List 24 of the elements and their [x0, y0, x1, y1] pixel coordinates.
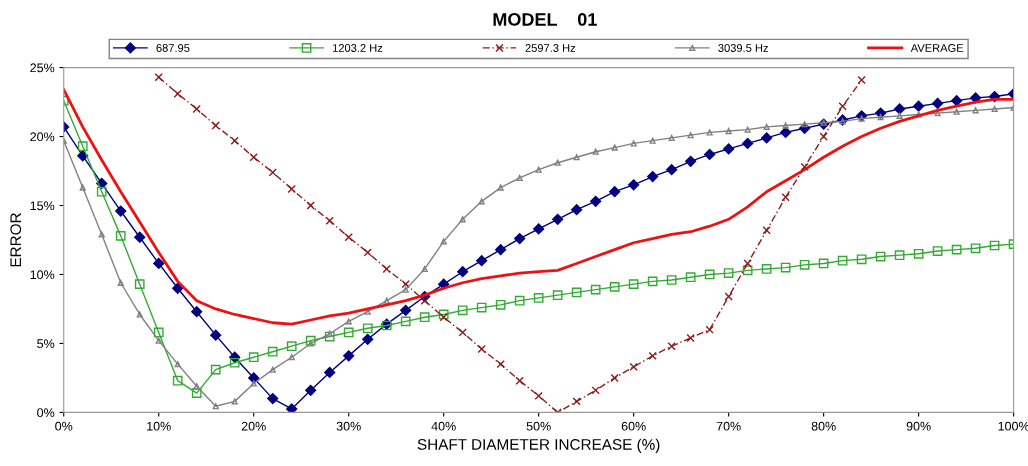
y-tick-label: 5% — [37, 339, 55, 349]
x-tick-label: 60% — [621, 421, 646, 431]
y-tick-label: 0% — [37, 408, 55, 418]
x-tick-label: 70% — [716, 421, 741, 431]
x-tick-label: 90% — [906, 421, 931, 431]
legend-label: AVERAGE — [910, 44, 964, 52]
x-tick-label: 50% — [526, 421, 551, 431]
x-tick-label: 30% — [336, 421, 361, 431]
x-tick-label: 10% — [147, 421, 171, 431]
chart-title: MODEL 01 — [493, 13, 597, 26]
x-axis-title: SHAFT DIAMETER INCREASE (%) — [417, 438, 660, 453]
y-axis-title: ERROR — [10, 213, 22, 267]
x-tick-label: 80% — [811, 421, 836, 431]
legend-label: 2597.3 Hz — [525, 44, 576, 52]
y-tick-label: 15% — [30, 201, 55, 211]
x-tick-label: 20% — [241, 421, 266, 431]
y-tick-label: 10% — [30, 270, 55, 280]
y-tick-label: 25% — [30, 63, 55, 73]
legend-label: 3039.5 Hz — [718, 44, 768, 52]
y-tick-label: 20% — [30, 132, 55, 142]
x-tick-label: 40% — [431, 421, 456, 431]
x-tick-label: 0% — [55, 421, 73, 431]
legend-label: 687.95 — [156, 44, 190, 52]
legend-label: 1203.2 Hz — [332, 44, 383, 52]
